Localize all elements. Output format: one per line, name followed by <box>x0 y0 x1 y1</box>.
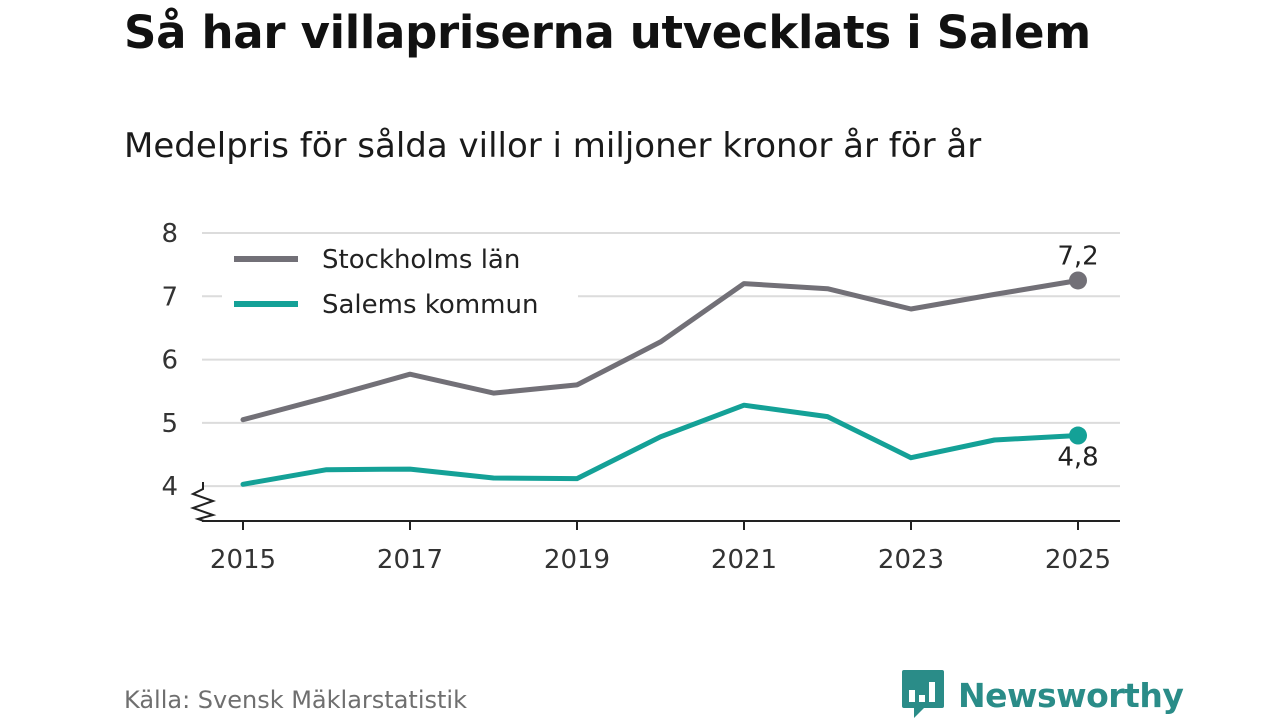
series-line-stockholms-lan <box>240 278 1081 423</box>
x-tick-label: 2025 <box>1045 545 1111 575</box>
y-tick-label: 8 <box>161 219 178 249</box>
series-lines: 7,2 4,8 <box>240 241 1099 487</box>
x-tick-label: 2023 <box>878 545 944 575</box>
axis-break-icon <box>189 482 217 522</box>
series-line-salems-kommun <box>240 402 1081 487</box>
x-tick-label: 2015 <box>210 545 276 575</box>
brand-logo: Newsworthy <box>902 670 1184 720</box>
chart-title: Så har villapriserna utvecklats i Salem <box>124 6 1091 59</box>
x-tick-label: 2017 <box>377 545 443 575</box>
y-tick-label: 7 <box>161 282 178 312</box>
x-tick-label: 2021 <box>711 545 777 575</box>
axes: 4 5 6 7 8 2015 2017 2019 2021 2023 2025 <box>161 219 1120 575</box>
legend-background <box>222 236 578 326</box>
y-tick-label: 4 <box>161 472 178 502</box>
line-chart: 4 5 6 7 8 2015 2017 2019 2021 2023 2025 7,2 4,8 Sto… <box>161 219 1120 575</box>
newsworthy-logo-icon <box>902 670 944 718</box>
legend: Stockholms län Salems kommun <box>222 236 578 326</box>
chart-subtitle: Medelpris för sålda villor i miljoner kr… <box>124 126 982 166</box>
y-tick-label: 5 <box>161 409 178 439</box>
data-label: 4,8 <box>1057 443 1098 473</box>
legend-label: Salems kommun <box>322 290 538 320</box>
brand-name: Newsworthy <box>958 675 1184 715</box>
series-endpoint <box>1069 426 1087 445</box>
series-endpoint <box>1069 271 1087 290</box>
y-tick-label: 6 <box>161 346 178 376</box>
x-tick-label: 2019 <box>544 545 610 575</box>
legend-label: Stockholms län <box>322 245 520 275</box>
source-note: Källa: Svensk Mäklarstatistik <box>124 686 467 714</box>
data-label: 7,2 <box>1057 241 1098 271</box>
